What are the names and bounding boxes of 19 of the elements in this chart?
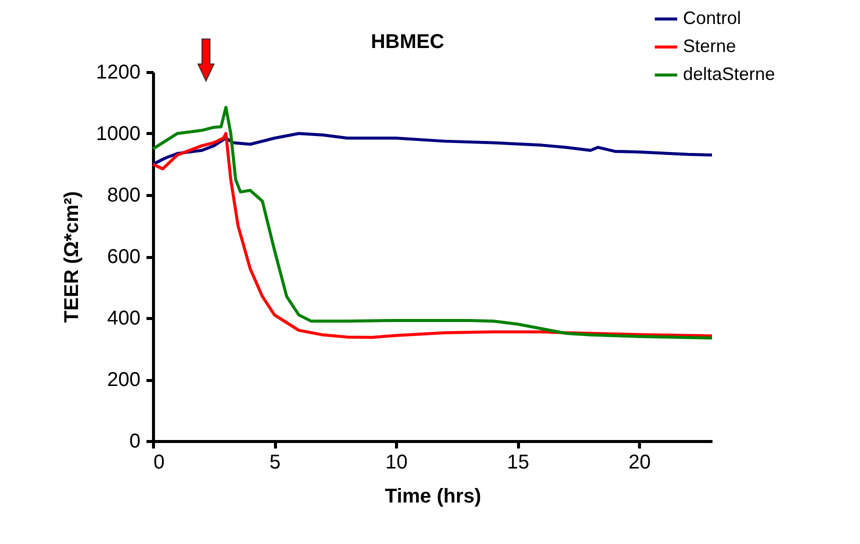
legend-label: Control xyxy=(683,8,742,28)
y-tick-label: 600 xyxy=(107,246,140,268)
x-axis-title: Time (hrs) xyxy=(384,486,482,508)
y-tick-label: 1000 xyxy=(96,123,140,145)
line-series xyxy=(152,132,714,166)
y-tick-label: 800 xyxy=(107,184,140,206)
x-tick-label: 15 xyxy=(506,452,530,474)
y-tick-label: 400 xyxy=(107,308,140,330)
x-tick-label: 0 xyxy=(154,452,165,474)
y-axis-title: TEER (Ω*cm²) xyxy=(61,191,84,323)
x-tick-label: 5 xyxy=(269,452,281,474)
legend-label: deltaSterne xyxy=(683,64,776,84)
y-tick-label: 1200 xyxy=(96,62,140,84)
x-tick-label: 20 xyxy=(628,452,651,474)
x-tick-label: 10 xyxy=(385,452,408,474)
y-tick-label: 200 xyxy=(107,369,140,391)
y-tick-label: 0 xyxy=(129,430,140,452)
legend-label: Sterne xyxy=(683,36,736,56)
chart-title: HBMEC xyxy=(370,31,444,53)
